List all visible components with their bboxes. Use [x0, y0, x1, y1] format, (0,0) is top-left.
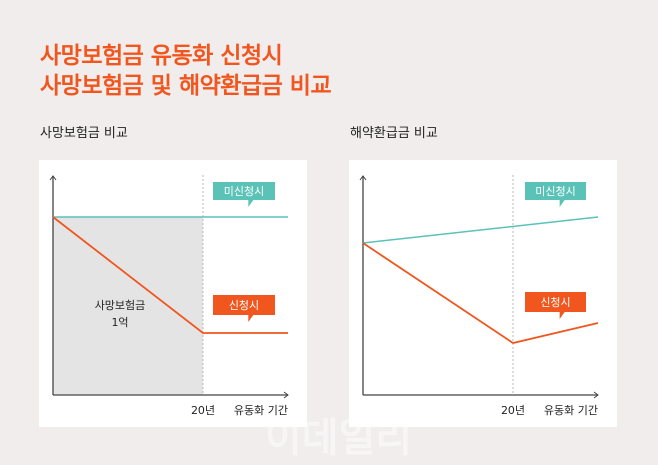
annotation-line1: 사망보험금 [95, 299, 146, 312]
series-not-applied-line [362, 216, 599, 244]
chart-title-right: 해약환급금 비교 [350, 126, 438, 141]
series-applied-line [362, 242, 599, 344]
x-axis-label: 유동화 기간 [544, 404, 598, 417]
legend-applied-label: 신청시 [229, 299, 259, 312]
legend-not-applied-label: 미신청시 [224, 185, 264, 198]
death-benefit-area [53, 217, 203, 395]
x-tick-20-years: 20년 [191, 404, 215, 417]
watermark: 이데일리 [265, 415, 413, 461]
x-axis-arrow [593, 391, 599, 399]
legend-not-applied-bubble [213, 182, 275, 207]
x-axis-arrow [283, 391, 289, 399]
y-axis-arrow [359, 175, 367, 181]
x-axis-label: 유동화 기간 [234, 404, 288, 417]
legend-not-applied-bubble [525, 182, 586, 207]
title-line-1: 사망보험금 유동화 신청시 [40, 43, 283, 69]
legend-applied-bubble [525, 292, 586, 319]
legend-applied-bubble [213, 295, 275, 322]
legend-applied-label: 신청시 [540, 296, 570, 309]
legend-not-applied-label: 미신청시 [535, 185, 575, 198]
title-line-2: 사망보험금 및 해약환급금 비교 [40, 73, 332, 99]
series-applied-line [52, 216, 288, 334]
y-axis-arrow [49, 175, 57, 181]
chart-title-left: 사망보험금 비교 [40, 126, 128, 141]
annotation-line2: 1억 [111, 316, 128, 329]
x-tick-20-years: 20년 [501, 404, 525, 417]
